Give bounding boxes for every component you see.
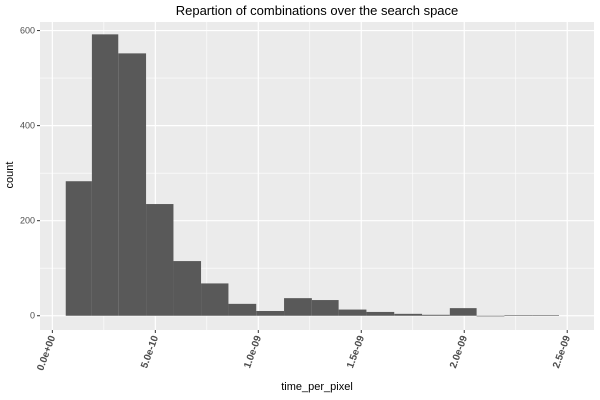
histogram-bar bbox=[65, 181, 92, 316]
histogram-bar bbox=[201, 283, 229, 316]
x-tick-label: 2.0e-09 bbox=[448, 334, 470, 370]
histogram-bar bbox=[532, 315, 559, 316]
histogram-bar bbox=[394, 313, 423, 316]
histogram-bar bbox=[449, 308, 477, 316]
histogram-bar bbox=[91, 34, 119, 316]
histogram-bar bbox=[284, 298, 312, 316]
histogram-bar bbox=[228, 303, 257, 316]
y-tick-label: 400 bbox=[20, 121, 35, 131]
histogram-bar bbox=[173, 261, 202, 316]
x-axis-title: time_per_pixel bbox=[281, 381, 353, 393]
y-tick-label: 0 bbox=[30, 311, 35, 321]
histogram-bar bbox=[118, 53, 147, 316]
histogram-bar bbox=[146, 204, 174, 316]
x-tick-label: 5.0e-10 bbox=[139, 334, 161, 370]
x-tick-label: 1.5e-09 bbox=[345, 334, 367, 370]
y-tick-label: 200 bbox=[20, 216, 35, 226]
y-tick-label: 600 bbox=[20, 26, 35, 36]
y-axis: 0 200 400 600 bbox=[20, 26, 40, 321]
x-tick-label: 1.0e-09 bbox=[242, 334, 264, 370]
histogram-bar bbox=[311, 300, 339, 316]
x-axis: 0.0e+00 5.0e-10 1.0e-09 1.5e-09 2.0e-09 2.5e-… bbox=[35, 330, 573, 372]
y-axis-title: count bbox=[4, 162, 16, 189]
x-tick-label: 0.0e+00 bbox=[35, 334, 58, 372]
histogram-bar bbox=[256, 310, 285, 316]
histogram-bar bbox=[366, 311, 395, 316]
chart-title: Repartion of combinations over the searc… bbox=[176, 3, 459, 18]
histogram-bar bbox=[504, 315, 533, 316]
histogram-bar bbox=[476, 315, 505, 317]
histogram-bar bbox=[422, 314, 450, 316]
histogram-bar bbox=[338, 309, 367, 316]
histogram-bars bbox=[65, 34, 559, 317]
x-tick-label: 2.5e-09 bbox=[551, 334, 573, 370]
